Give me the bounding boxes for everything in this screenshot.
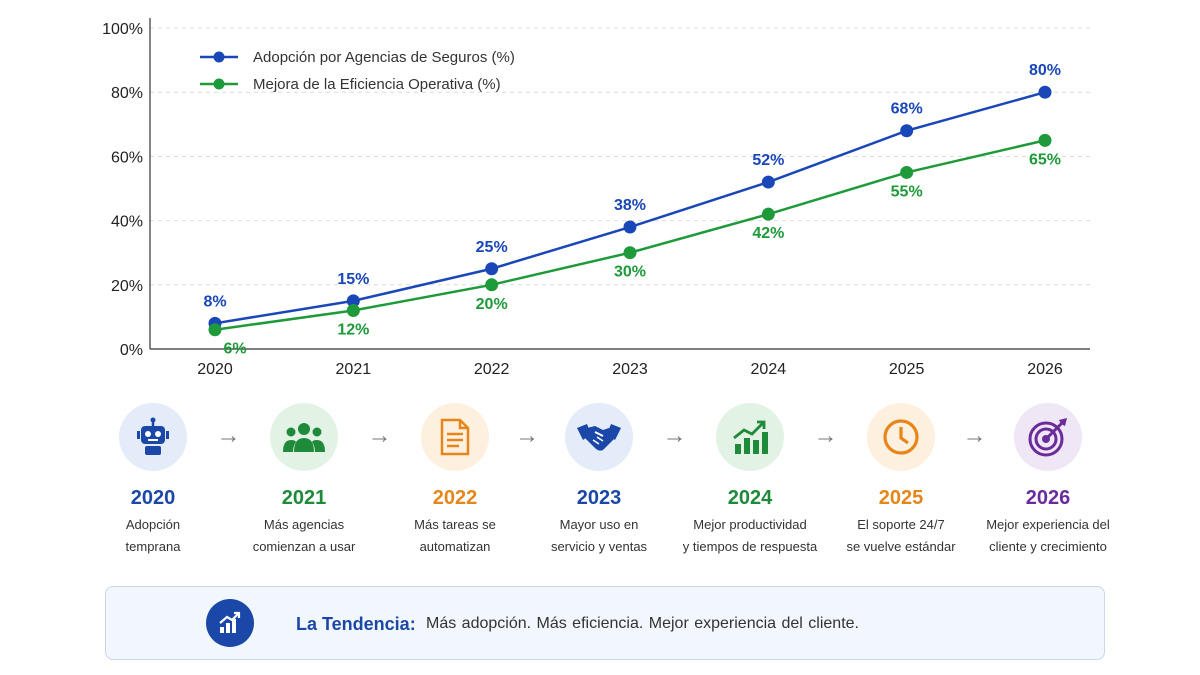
timeline-description: Más tareas se automatizan (414, 517, 496, 554)
people-icon (270, 403, 338, 471)
legend-marker (213, 51, 225, 63)
data-label: 68% (891, 101, 923, 118)
legend-entry: Adopción por Agencias de Seguros (%) (253, 49, 515, 66)
arrow-right-icon: → (515, 422, 539, 449)
data-point (761, 175, 775, 189)
timeline-description: Adopción temprana (125, 517, 181, 554)
timeline-step-2022: 2022 Más tareas se automatizan (380, 400, 530, 558)
data-point (900, 124, 914, 138)
data-label: 80% (1029, 62, 1061, 79)
timeline-step-2023: 2023 Mayor uso en servicio y ventas (524, 400, 674, 558)
x-tick-label: 2020 (197, 361, 233, 378)
timeline-year: 2023 (576, 487, 622, 509)
data-point (900, 165, 914, 179)
timeline-step-2026: 2026 Mejor experiencia del cliente y creci… (973, 400, 1123, 558)
growth-chart-icon (716, 403, 784, 471)
trend-box: La Tendencia: Más adopción. Más eficienc… (105, 586, 1105, 660)
x-tick-label: 2021 (336, 361, 372, 378)
timeline-year: 2022 (432, 487, 478, 509)
data-point (208, 323, 222, 337)
y-tick-label: 80% (111, 85, 143, 102)
x-tick-label: 2022 (474, 361, 510, 378)
timeline-step-2020: 2020 Adopción temprana (78, 400, 228, 558)
legend-marker (213, 78, 225, 90)
line-chart: 0% 20% 40% 60% 80% 100% 2020 2021 2022 2023 2024 20… (102, 18, 1090, 378)
timeline-description: Mayor uso en servicio y ventas (550, 517, 648, 554)
x-tick-label: 2024 (751, 361, 787, 378)
data-point (1038, 133, 1052, 147)
timeline-step-2025: 2025 El soporte 24/7 se vuelve estándar (826, 400, 976, 558)
series-line (214, 139, 1046, 331)
timeline-step-2021: 2021 Más agencias comienzan a usar (229, 400, 379, 558)
x-tick-label: 2026 (1027, 361, 1063, 378)
handshake-icon (565, 403, 633, 471)
data-label: 8% (203, 293, 226, 310)
timeline-description: Mejor experiencia del cliente y crecimien… (986, 517, 1110, 554)
data-point (623, 220, 637, 234)
data-label: 25% (476, 239, 508, 256)
data-label: 52% (752, 152, 784, 169)
arrow-right-icon: → (216, 422, 241, 449)
y-tick-label: 60% (111, 149, 143, 166)
data-label: 6% (223, 341, 246, 358)
clock-icon (867, 403, 935, 471)
timeline: 2020 Adopción temprana → 2021 Más agencias com… (80, 400, 1180, 570)
robot-icon (119, 403, 187, 471)
y-tick-label: 100% (102, 21, 143, 38)
x-tick-label: 2023 (612, 361, 648, 378)
data-label: 65% (1029, 151, 1061, 168)
data-point (485, 278, 499, 292)
data-label: 20% (476, 296, 508, 313)
trend-text: Más adopción. Más eficiencia. Mejor expe… (426, 615, 859, 632)
x-tick-label: 2025 (889, 361, 925, 378)
data-point (761, 207, 775, 221)
arrow-right-icon: → (813, 422, 838, 449)
timeline-description: El soporte 24/7 se vuelve estándar (846, 517, 956, 554)
data-label: 55% (891, 183, 923, 200)
timeline-year: 2024 (727, 487, 773, 509)
data-label: 15% (337, 271, 369, 288)
data-label: 12% (337, 321, 369, 338)
data-label: 30% (614, 264, 646, 281)
timeline-year: 2020 (130, 487, 176, 509)
arrow-right-icon: → (367, 422, 392, 449)
data-point (346, 294, 360, 308)
timeline-description: Mejor productividad y tiempos de respuest… (682, 517, 818, 554)
data-point (1038, 85, 1052, 99)
data-label: 42% (752, 225, 784, 242)
legend-entry: Mejora de la Eficiencia Operativa (%) (253, 76, 501, 93)
y-tick-label: 40% (111, 214, 143, 231)
data-point (623, 246, 637, 260)
target-icon (1014, 403, 1082, 471)
timeline-description: Más agencias comienzan a usar (252, 517, 356, 554)
y-tick-label: 20% (111, 278, 143, 295)
y-tick-label: 0% (120, 342, 143, 359)
timeline-step-2024: 2024 Mejor productividad y tiempos de resp… (675, 400, 825, 558)
trend-label: La Tendencia: (296, 614, 416, 634)
timeline-year: 2021 (281, 487, 327, 509)
timeline-year: 2025 (878, 487, 924, 509)
arrow-right-icon: → (962, 422, 987, 449)
data-point (485, 262, 499, 276)
arrow-right-icon: → (662, 422, 687, 449)
data-label: 38% (614, 197, 646, 214)
trend-chart-icon (206, 599, 254, 647)
document-icon (421, 403, 489, 471)
timeline-year: 2026 (1025, 487, 1071, 509)
data-point (346, 303, 360, 317)
